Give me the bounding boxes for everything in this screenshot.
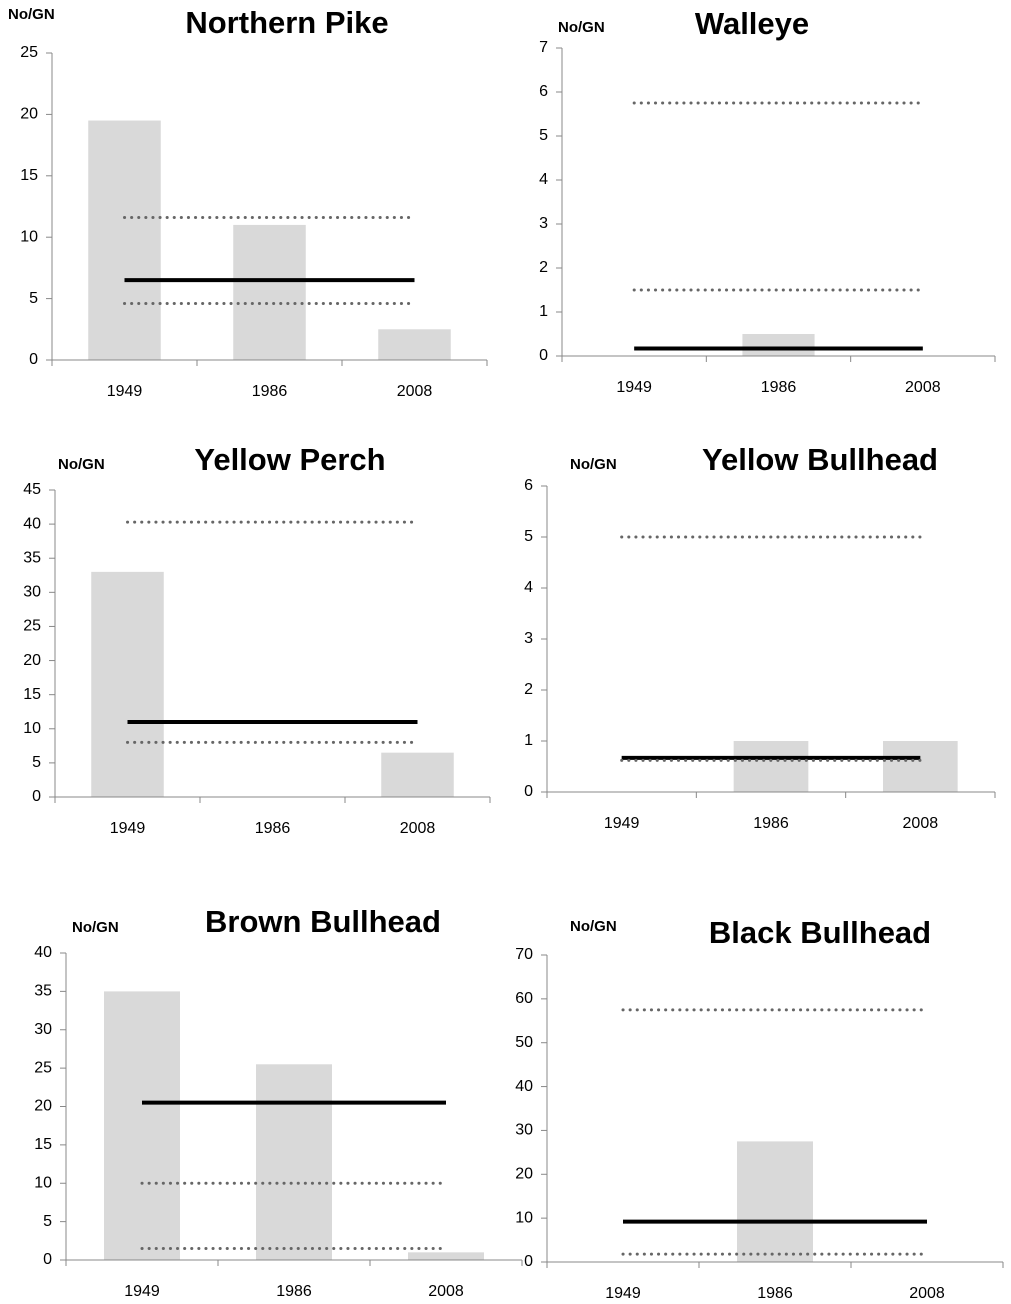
x-tick-label: 1949 xyxy=(605,1285,641,1302)
y-tick-label: 60 xyxy=(515,990,533,1007)
chart-title: Yellow Bullhead xyxy=(702,442,938,477)
y-tick-label: 15 xyxy=(34,1136,52,1153)
y-tick-label: 6 xyxy=(539,83,548,100)
bar xyxy=(91,571,164,797)
y-axis-label: No/GN xyxy=(570,918,617,935)
y-tick-label: 40 xyxy=(23,515,41,532)
bar xyxy=(742,334,815,356)
y-tick-label: 30 xyxy=(515,1122,533,1139)
y-tick-label: 10 xyxy=(23,720,41,737)
y-tick-label: 5 xyxy=(43,1213,52,1230)
bar xyxy=(883,741,958,792)
bar xyxy=(408,1252,484,1260)
y-tick-label: 0 xyxy=(524,783,533,800)
y-tick-label: 50 xyxy=(515,1034,533,1051)
y-axis-label: No/GN xyxy=(558,19,605,36)
y-tick-label: 0 xyxy=(43,1251,52,1268)
bar xyxy=(233,224,306,360)
x-tick-label: 1986 xyxy=(255,820,291,837)
y-tick-label: 45 xyxy=(23,481,41,498)
x-tick-label: 2008 xyxy=(428,1283,464,1300)
x-tick-label: 1949 xyxy=(107,383,143,400)
y-axis-label: No/GN xyxy=(72,919,119,936)
y-tick-label: 15 xyxy=(20,167,38,184)
y-tick-label: 35 xyxy=(34,983,52,1000)
x-tick-label: 2008 xyxy=(909,1285,945,1302)
x-tick-label: 1986 xyxy=(753,815,789,832)
y-tick-label: 20 xyxy=(20,106,38,123)
y-tick-label: 6 xyxy=(524,477,533,494)
chart-title: Yellow Perch xyxy=(194,442,385,477)
x-tick-label: 1949 xyxy=(110,820,146,837)
bar xyxy=(737,1141,813,1262)
y-tick-label: 10 xyxy=(515,1209,533,1226)
bar xyxy=(381,752,454,797)
x-tick-label: 1986 xyxy=(276,1283,312,1300)
y-tick-label: 1 xyxy=(524,732,533,749)
y-tick-label: 0 xyxy=(539,347,548,364)
y-tick-label: 0 xyxy=(29,351,38,368)
y-tick-label: 70 xyxy=(515,946,533,963)
y-tick-label: 4 xyxy=(539,171,548,188)
x-tick-label: 2008 xyxy=(400,820,436,837)
x-tick-label: 1949 xyxy=(604,815,640,832)
x-tick-label: 2008 xyxy=(397,383,433,400)
bar xyxy=(378,329,451,360)
x-tick-label: 1986 xyxy=(761,379,797,396)
y-axis-label: No/GN xyxy=(8,6,55,23)
y-tick-label: 25 xyxy=(34,1059,52,1076)
y-tick-label: 2 xyxy=(539,259,548,276)
x-tick-label: 1949 xyxy=(616,379,652,396)
y-tick-label: 10 xyxy=(20,228,38,245)
y-tick-label: 3 xyxy=(524,630,533,647)
y-tick-label: 25 xyxy=(23,618,41,635)
x-tick-label: 2008 xyxy=(903,815,939,832)
x-tick-label: 2008 xyxy=(905,379,941,396)
y-tick-label: 20 xyxy=(515,1166,533,1183)
x-tick-label: 1949 xyxy=(124,1283,160,1300)
y-tick-label: 30 xyxy=(34,1021,52,1038)
y-tick-label: 5 xyxy=(539,127,548,144)
y-tick-label: 5 xyxy=(32,754,41,771)
y-tick-label: 25 xyxy=(20,44,38,61)
y-tick-label: 3 xyxy=(539,215,548,232)
y-tick-label: 2 xyxy=(524,681,533,698)
y-axis-label: No/GN xyxy=(58,456,105,473)
chart-title: Black Bullhead xyxy=(709,915,931,950)
y-tick-label: 4 xyxy=(524,579,533,596)
x-tick-label: 1986 xyxy=(252,383,288,400)
y-tick-label: 20 xyxy=(34,1098,52,1115)
y-tick-label: 5 xyxy=(524,528,533,545)
y-tick-label: 0 xyxy=(32,788,41,805)
y-tick-label: 40 xyxy=(34,944,52,961)
bar xyxy=(88,120,161,360)
x-tick-label: 1986 xyxy=(757,1285,793,1302)
y-tick-label: 0 xyxy=(524,1253,533,1270)
y-axis-label: No/GN xyxy=(570,456,617,473)
y-tick-label: 1 xyxy=(539,303,548,320)
y-tick-label: 30 xyxy=(23,584,41,601)
bar xyxy=(256,1064,332,1260)
y-tick-label: 5 xyxy=(29,290,38,307)
bar xyxy=(733,741,809,792)
y-tick-label: 35 xyxy=(23,549,41,566)
chart-title: Brown Bullhead xyxy=(205,904,441,939)
y-tick-label: 15 xyxy=(23,686,41,703)
bar xyxy=(104,991,180,1260)
chart-title: Walleye xyxy=(695,6,809,41)
y-tick-label: 7 xyxy=(539,39,548,56)
chart-title: Northern Pike xyxy=(185,5,388,40)
y-tick-label: 40 xyxy=(515,1078,533,1095)
y-tick-label: 20 xyxy=(23,652,41,669)
y-tick-label: 10 xyxy=(34,1174,52,1191)
